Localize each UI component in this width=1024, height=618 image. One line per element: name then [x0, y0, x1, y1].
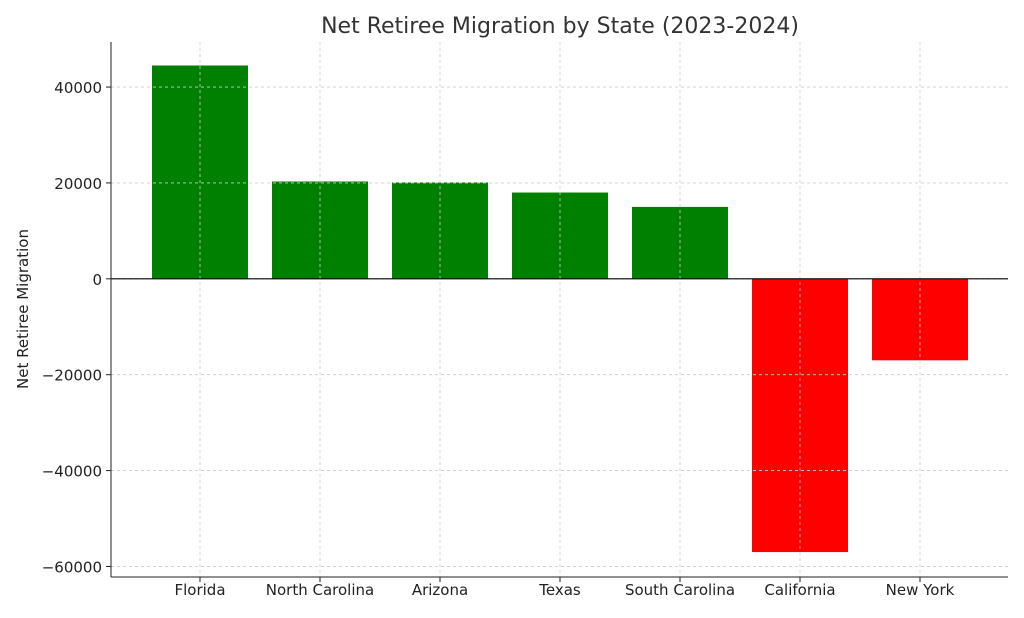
y-axis-label: Net Retiree Migration — [14, 229, 32, 389]
chart-title: Net Retiree Migration by State (2023-202… — [321, 14, 799, 39]
y-tick-label: −60000 — [42, 558, 102, 576]
x-tick-label: South Carolina — [625, 581, 735, 599]
grid — [111, 42, 1008, 577]
x-tick-label: Texas — [538, 581, 581, 599]
y-tick-label: 40000 — [54, 79, 102, 97]
x-tick-label: Florida — [174, 581, 225, 599]
bar-florida — [152, 65, 248, 279]
x-tick-label: New York — [886, 581, 955, 599]
y-ticks: −60000 −40000 −20000 0 20000 40000 — [42, 79, 111, 576]
x-tick-label: Arizona — [412, 581, 468, 599]
y-tick-label: 20000 — [54, 175, 102, 193]
x-tick-label: North Carolina — [266, 581, 374, 599]
x-tick-label: California — [764, 581, 835, 599]
y-tick-label: −20000 — [42, 367, 102, 385]
y-tick-label: −40000 — [42, 463, 102, 481]
y-tick-label: 0 — [92, 271, 102, 289]
x-ticks: Florida North Carolina Arizona Texas South C… — [174, 577, 955, 599]
